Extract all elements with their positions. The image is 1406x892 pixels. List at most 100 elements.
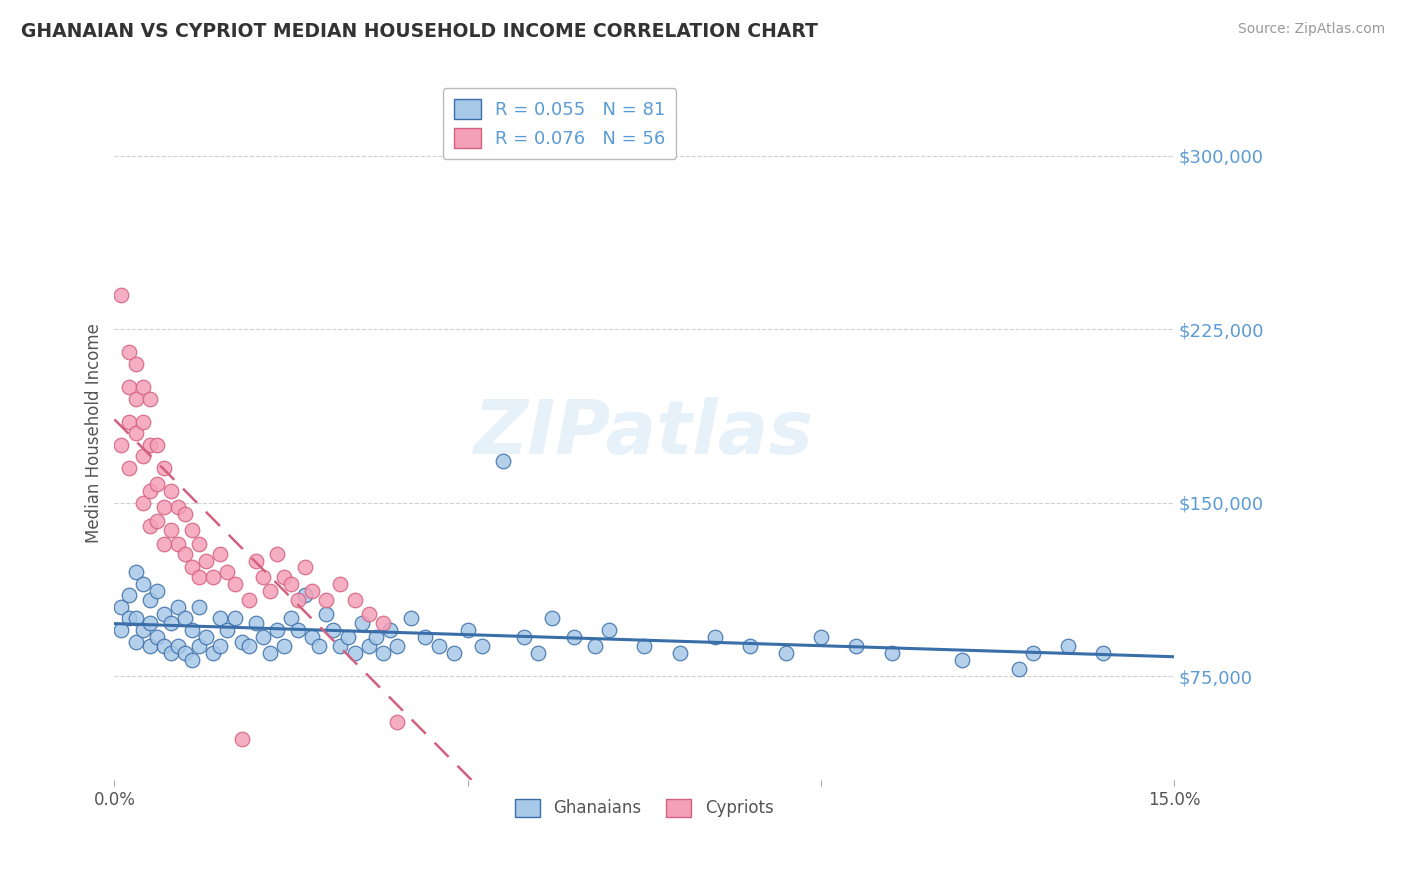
Point [124,634,146,648]
Point [357,639,380,653]
Point [138,392,160,406]
Point [364,630,387,644]
Point [138,639,160,653]
Point [146,583,169,598]
Point [117,415,139,429]
Point [209,547,232,561]
Point [138,484,160,499]
Point [336,630,359,644]
Point [188,639,211,653]
Point [845,639,868,653]
Point [583,639,606,653]
Point [308,639,330,653]
Point [181,653,204,667]
Point [131,450,153,464]
Point [315,593,337,607]
Point [280,611,302,625]
Point [117,461,139,475]
Point [252,570,274,584]
Point [527,646,550,660]
Point [146,514,169,528]
Point [1008,662,1031,676]
Point [217,565,239,579]
Point [124,357,146,371]
Point [117,611,139,625]
Point [181,623,204,637]
Point [117,345,139,359]
Point [195,553,218,567]
Point [174,508,197,522]
Point [174,611,197,625]
Point [231,731,253,746]
Point [188,599,211,614]
Point [541,611,564,625]
Point [146,477,169,491]
Point [301,583,323,598]
Point [188,537,211,551]
Point [287,593,309,607]
Point [110,56,132,70]
Point [245,553,267,567]
Point [775,646,797,660]
Point [167,537,190,551]
Point [880,646,903,660]
Point [195,630,218,644]
Point [471,639,494,653]
Point [315,607,337,621]
Point [138,438,160,452]
Point [350,615,373,630]
Point [153,607,176,621]
Point [443,646,465,660]
Point [343,646,366,660]
Point [238,639,260,653]
Point [110,599,132,614]
Point [399,611,422,625]
Text: Source: ZipAtlas.com: Source: ZipAtlas.com [1237,22,1385,37]
Point [294,560,316,574]
Point [266,547,288,561]
Point [273,639,295,653]
Point [138,593,160,607]
Point [174,547,197,561]
Text: ZIPatlas: ZIPatlas [474,397,814,470]
Point [301,630,323,644]
Point [138,519,160,533]
Point [124,426,146,441]
Point [167,599,190,614]
Point [740,639,762,653]
Point [429,639,451,653]
Point [224,576,246,591]
Point [322,623,344,637]
Point [181,524,204,538]
Point [266,623,288,637]
Point [259,646,281,660]
Point [188,570,211,584]
Point [371,646,394,660]
Point [598,623,620,637]
Point [167,500,190,515]
Point [224,611,246,625]
Point [110,623,132,637]
Point [117,588,139,602]
Text: GHANAIAN VS CYPRIOT MEDIAN HOUSEHOLD INCOME CORRELATION CHART: GHANAIAN VS CYPRIOT MEDIAN HOUSEHOLD INC… [21,22,818,41]
Point [153,639,176,653]
Point [124,565,146,579]
Y-axis label: Median Household Income: Median Household Income [86,324,103,543]
Point [110,438,132,452]
Point [131,623,153,637]
Point [117,380,139,394]
Point [124,392,146,406]
Point [1022,646,1045,660]
Point [153,537,176,551]
Point [153,500,176,515]
Point [413,630,436,644]
Point [1092,646,1115,660]
Point [273,570,295,584]
Point [562,630,585,644]
Legend: Ghanaians, Cypriots: Ghanaians, Cypriots [509,792,780,824]
Point [202,570,225,584]
Point [633,639,655,653]
Point [329,639,352,653]
Point [217,623,239,637]
Point [124,611,146,625]
